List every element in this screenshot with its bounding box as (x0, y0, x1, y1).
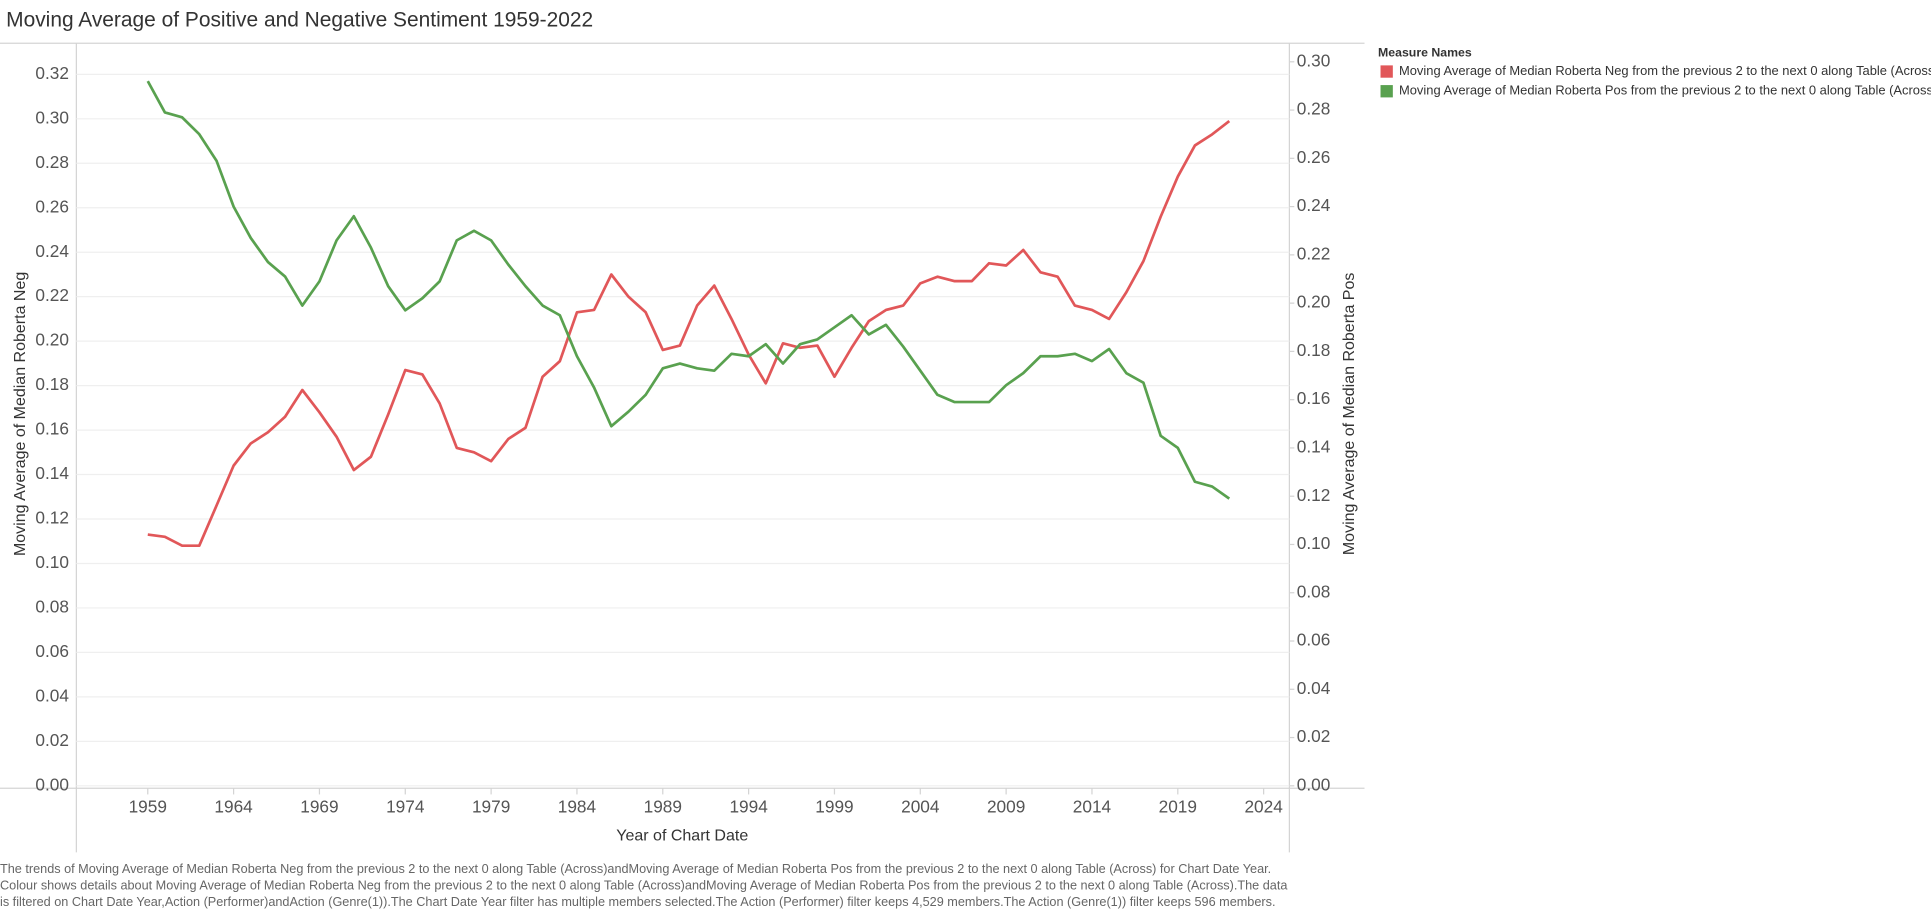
x-tick-label: 1959 (129, 797, 167, 817)
y-tick-label: 0.30 (35, 107, 69, 127)
x-tick-label: 2014 (1073, 797, 1112, 817)
y2-tick-label: 0.16 (1297, 388, 1331, 408)
chart-title: Moving Average of Positive and Negative … (6, 9, 593, 32)
y-tick-label: 0.24 (35, 241, 69, 261)
y-tick-label: 0.02 (35, 730, 69, 750)
y2-axis-title: Moving Average of Median Roberta Pos (1341, 273, 1358, 556)
legend-swatch (1380, 65, 1393, 78)
footnote-line: Colour shows details about Moving Averag… (0, 879, 1288, 893)
y-tick-label: 0.14 (35, 463, 69, 483)
x-tick-label: 1974 (386, 797, 425, 817)
x-tick-label: 2004 (901, 797, 940, 817)
legend-label: Moving Average of Median Roberta Pos fro… (1399, 83, 1931, 98)
x-tick-label: 2009 (987, 797, 1025, 817)
x-tick-label: 1969 (300, 797, 338, 817)
y-axis-title: Moving Average of Median Roberta Neg (12, 272, 29, 556)
y2-tick-label: 0.30 (1297, 50, 1331, 70)
series-line (147, 119, 1231, 548)
x-tick-label: 1989 (644, 797, 682, 817)
y2-tick-label: 0.26 (1297, 147, 1331, 167)
x-tick-label: 2024 (1244, 797, 1283, 817)
y-tick-label: 0.10 (35, 552, 69, 572)
y-tick-label: 0.18 (35, 374, 69, 394)
y2-tick-label: 0.06 (1297, 630, 1331, 650)
y-tick-label: 0.20 (35, 330, 69, 350)
y-tick-label: 0.26 (35, 196, 69, 216)
x-tick-label: 1994 (729, 797, 768, 817)
y-tick-label: 0.16 (35, 419, 69, 439)
x-tick-label: 1964 (214, 797, 253, 817)
y2-tick-label: 0.24 (1297, 195, 1331, 215)
x-tick-label: 1979 (472, 797, 510, 817)
y2-tick-label: 0.22 (1297, 243, 1331, 263)
legend-title: Measure Names (1378, 45, 1472, 59)
footnote-line: The trends of Moving Average of Median R… (0, 862, 1271, 876)
y-tick-label: 0.06 (35, 641, 69, 661)
legend-swatch (1380, 85, 1393, 98)
y2-tick-label: 0.04 (1297, 678, 1331, 698)
x-tick-label: 2019 (1159, 797, 1197, 817)
x-tick-label: 1999 (815, 797, 853, 817)
y-tick-label: 0.04 (35, 685, 69, 705)
footnote-line: is filtered on Chart Date Year,Action (P… (0, 895, 1275, 909)
y-tick-label: 0.12 (35, 508, 69, 528)
y-tick-label: 0.08 (35, 596, 69, 616)
y2-tick-label: 0.20 (1297, 292, 1331, 312)
y-tick-label: 0.28 (35, 152, 69, 172)
y2-tick-label: 0.28 (1297, 99, 1331, 119)
y2-tick-label: 0.14 (1297, 436, 1331, 456)
x-tick-label: 1984 (558, 797, 597, 817)
y-tick-label: 0.00 (35, 774, 69, 794)
legend-label: Moving Average of Median Roberta Neg fro… (1399, 63, 1931, 78)
footnote: The trends of Moving Average of Median R… (0, 862, 1288, 909)
y-tick-label: 0.22 (35, 285, 69, 305)
y2-tick-label: 0.02 (1297, 726, 1331, 746)
y2-tick-label: 0.00 (1297, 774, 1331, 794)
y2-tick-label: 0.10 (1297, 533, 1331, 553)
x-axis-title: Year of Chart Date (616, 828, 748, 845)
y-tick-label: 0.32 (35, 63, 69, 83)
y2-tick-label: 0.12 (1297, 485, 1331, 505)
series-line (146, 80, 1231, 500)
y2-tick-label: 0.08 (1297, 581, 1331, 601)
y2-tick-label: 0.18 (1297, 340, 1331, 360)
